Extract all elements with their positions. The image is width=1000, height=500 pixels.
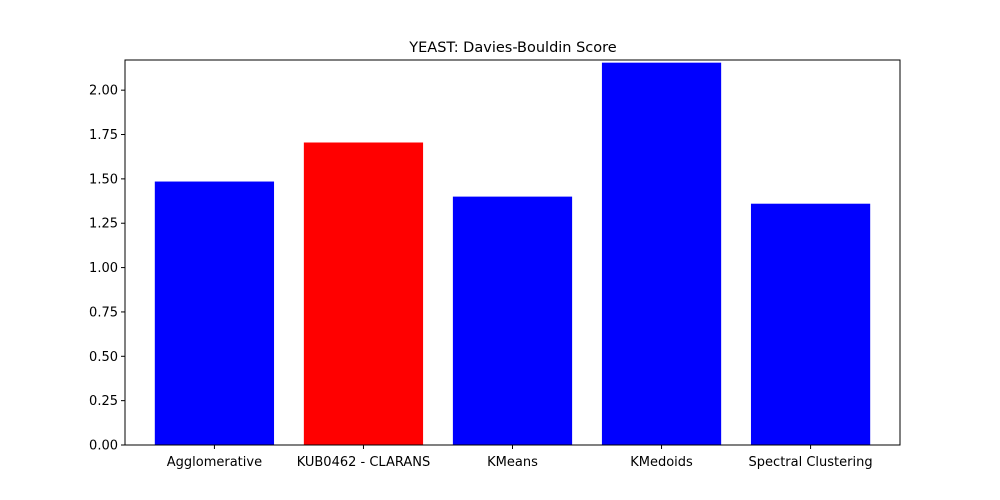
y-tick-label: 1.00	[89, 261, 118, 276]
bar-spectral-clustering	[750, 203, 871, 445]
y-tick-label: 0.25	[89, 394, 118, 409]
x-tick-label-spectral-clustering: Spectral Clustering	[749, 455, 873, 470]
bar-kmedoids	[601, 62, 722, 446]
y-axis: 0.00 0.25 0.50 0.75 1.00 1.25 1.50 1.75 2.00	[89, 84, 125, 454]
x-axis: Agglomerative KUB0462 - CLARANS KMeans KMed…	[167, 445, 873, 470]
bar-kub0462-clarans	[303, 142, 424, 445]
chart-title: YEAST: Davies-Bouldin Score	[408, 40, 617, 56]
y-tick-label: 1.75	[89, 128, 118, 143]
y-tick-label: 2.00	[89, 84, 118, 99]
y-tick-label: 1.50	[89, 172, 118, 187]
x-tick-label-agglomerative: Agglomerative	[167, 455, 262, 470]
x-tick-label-kmeans: KMeans	[487, 455, 538, 470]
y-tick-label: 0.00	[89, 439, 118, 454]
y-tick-label: 1.25	[89, 217, 118, 232]
bar-agglomerative	[154, 181, 275, 445]
bars-group	[154, 62, 871, 446]
y-tick-label: 0.75	[89, 305, 118, 320]
bar-kmeans	[452, 196, 573, 445]
y-tick-label: 0.50	[89, 350, 118, 365]
plot-frame	[124, 59, 901, 446]
x-tick-label-kub0462-clarans: KUB0462 - CLARANS	[297, 455, 431, 470]
x-tick-label-kmedoids: KMedoids	[630, 455, 693, 470]
